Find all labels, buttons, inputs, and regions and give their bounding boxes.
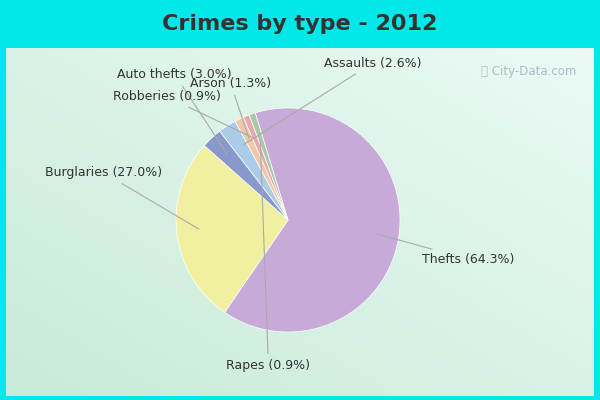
Text: Burglaries (27.0%): Burglaries (27.0%) — [46, 166, 199, 229]
Wedge shape — [220, 121, 288, 220]
Text: Thefts (64.3%): Thefts (64.3%) — [377, 234, 515, 266]
Text: Auto thefts (3.0%): Auto thefts (3.0%) — [118, 68, 232, 154]
Wedge shape — [244, 115, 288, 220]
Wedge shape — [235, 117, 288, 220]
Wedge shape — [224, 108, 400, 332]
Text: Crimes by type - 2012: Crimes by type - 2012 — [163, 14, 437, 34]
Text: Arson (1.3%): Arson (1.3%) — [190, 77, 271, 139]
Wedge shape — [205, 131, 288, 220]
Wedge shape — [249, 113, 288, 220]
Wedge shape — [176, 146, 288, 312]
Text: ⓘ City-Data.com: ⓘ City-Data.com — [481, 66, 577, 78]
Text: Robberies (0.9%): Robberies (0.9%) — [113, 90, 253, 138]
Text: Assaults (2.6%): Assaults (2.6%) — [243, 57, 421, 145]
Text: Rapes (0.9%): Rapes (0.9%) — [226, 140, 310, 372]
